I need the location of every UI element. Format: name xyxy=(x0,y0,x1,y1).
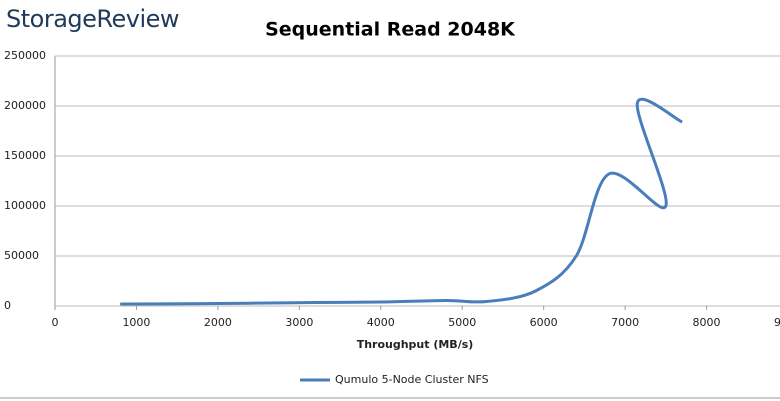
chart-title: Sequential Read 2048K xyxy=(265,19,516,41)
x-tick-label: 8000 xyxy=(693,316,721,329)
x-tick-label: 3000 xyxy=(285,316,313,329)
logo: StorageReview xyxy=(6,5,179,33)
y-tick-label: 100000 xyxy=(4,199,46,212)
y-tick-label: 150000 xyxy=(4,149,46,162)
x-tick-label: 2000 xyxy=(204,316,232,329)
y-tick-label: 0 xyxy=(4,299,11,312)
x-tick-label: 6000 xyxy=(530,316,558,329)
x-tick-label: 7000 xyxy=(611,316,639,329)
y-tick-label: 200000 xyxy=(4,99,46,112)
y-tick-label: 250000 xyxy=(4,49,46,62)
x-tick-label: 1000 xyxy=(122,316,150,329)
x-tick-label: 5000 xyxy=(448,316,476,329)
legend-label: Qumulo 5-Node Cluster NFS xyxy=(335,373,489,386)
y-tick-label: 50000 xyxy=(4,249,39,262)
x-axis-label: Throughput (MB/s) xyxy=(357,338,474,351)
x-tick-label: 4000 xyxy=(367,316,395,329)
x-tick-label: 9000 xyxy=(774,316,780,329)
series-line xyxy=(120,97,683,306)
x-tick-label: 0 xyxy=(52,316,59,329)
